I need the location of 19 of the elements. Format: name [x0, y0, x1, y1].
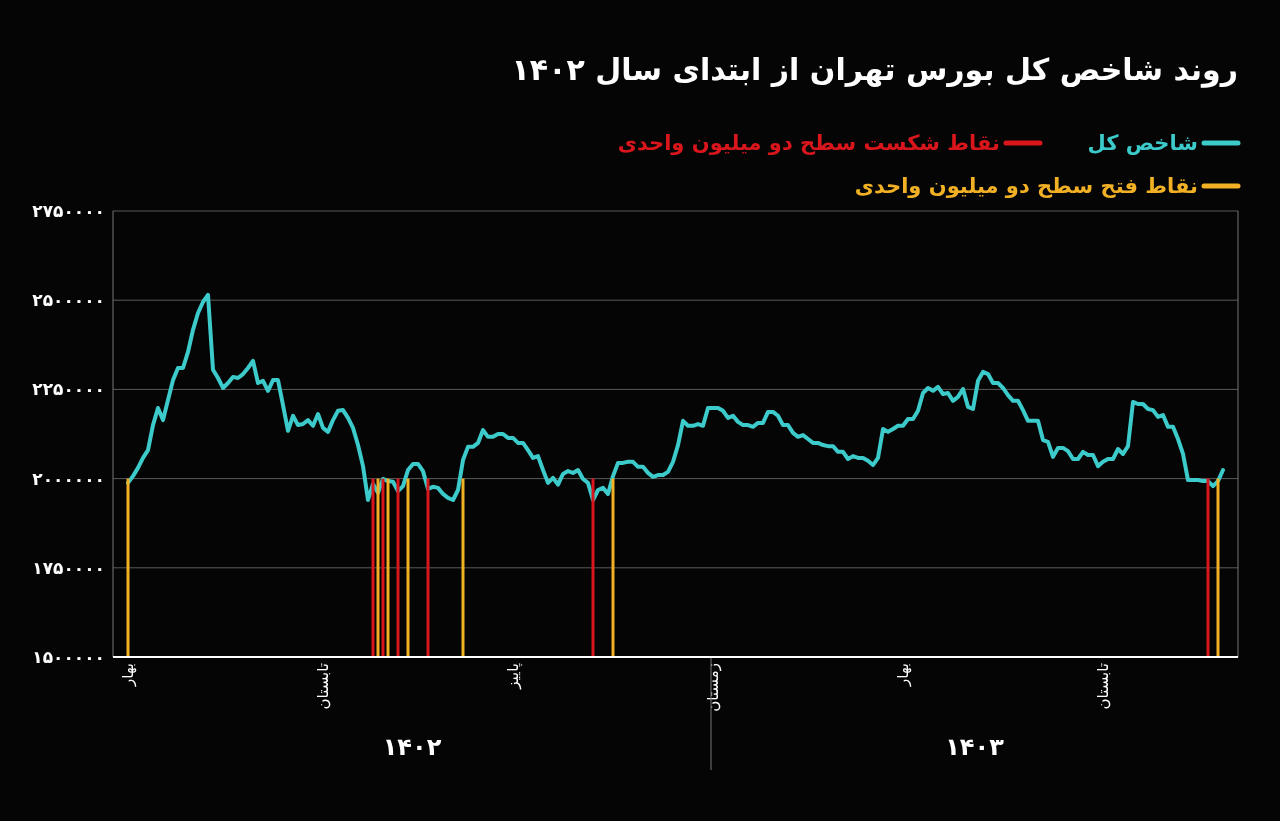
text: ۱۴۰۳ [945, 733, 1005, 761]
text: ۱۴۰۲ [382, 733, 442, 761]
legend-label: شاخص کل [1087, 131, 1198, 155]
y-tick-label: ۲۵۰۰۰۰۰ [32, 290, 105, 311]
y-tick-label: ۲۰۰۰۰۰۰ [32, 468, 105, 489]
y-tick-label: ۲۷۵۰۰۰۰ [32, 201, 105, 221]
legend-label: نقاط شکست سطح دو میلیون واحدی [617, 131, 1000, 155]
line-series [126, 292, 1225, 503]
x-tick-label: بهار [119, 663, 137, 687]
x-tick-label: تابستان [1094, 663, 1112, 710]
y-tick-label: ۲۲۵۰۰۰۰ [32, 379, 105, 400]
y-tick-label: ۱۵۰۰۰۰۰ [32, 647, 105, 667]
chart-title: روند شاخص کل بورس تهران از ابتدای سال ۱۴۰۲ [511, 52, 1238, 88]
y-tick-label: ۱۷۵۰۰۰۰ [32, 557, 105, 578]
legend-label: نقاط فتح سطح دو میلیون واحدی [854, 174, 1198, 198]
x-tick-label: پاییز [504, 663, 523, 690]
x-tick-label: تابستان [314, 663, 332, 710]
x-tick-label: بهار [894, 663, 912, 687]
x-tick-label: زمستان [704, 663, 722, 712]
